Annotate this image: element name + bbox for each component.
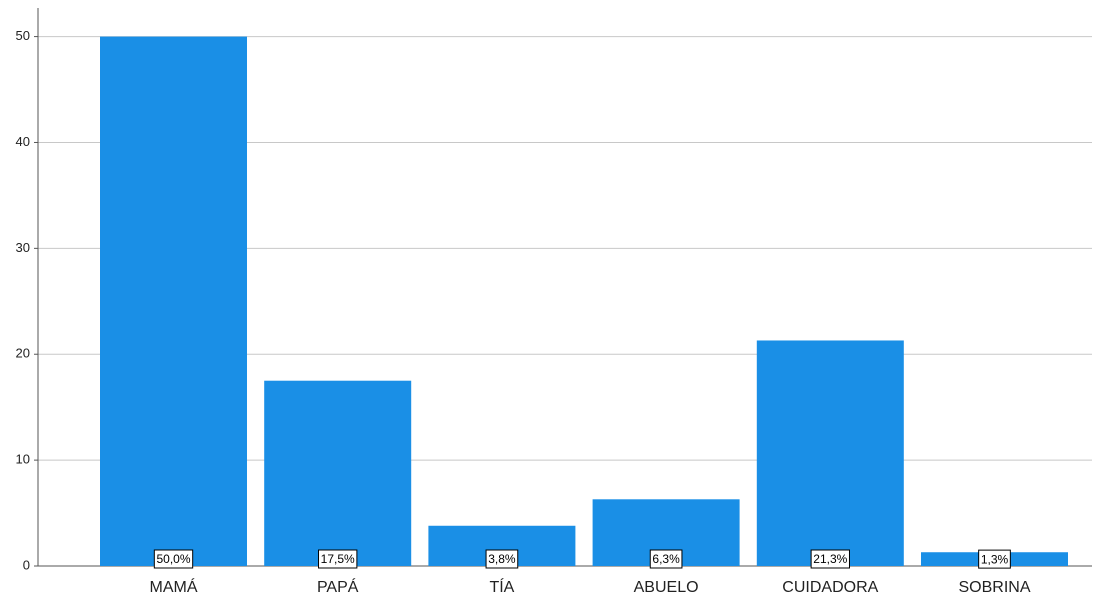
value-label-box [810, 549, 850, 569]
x-tick-label: ABUELO [634, 579, 699, 596]
value-label: 1,3% [981, 552, 1009, 566]
bar [264, 380, 412, 566]
x-tick-label: TÍA [489, 577, 514, 596]
y-tick-label: 50 [16, 28, 30, 43]
x-tick-label: MAMÁ [150, 577, 198, 596]
bar [100, 36, 247, 566]
value-label-box [485, 549, 519, 569]
y-tick-label: 0 [23, 557, 30, 572]
x-tick-label: CUIDADORA [782, 579, 878, 596]
value-label: 6,3% [652, 552, 680, 566]
y-tick-label: 20 [16, 346, 30, 361]
x-tick-label: SOBRINA [958, 579, 1030, 596]
value-label: 3,8% [488, 552, 516, 566]
value-label-box [978, 549, 1011, 569]
bar [756, 340, 904, 566]
value-label-box [318, 549, 358, 569]
x-tick-label: PAPÁ [317, 577, 359, 596]
value-label-box [153, 549, 194, 569]
y-tick-label: 30 [16, 240, 30, 255]
value-label: 17,5% [321, 552, 355, 566]
value-label-box [649, 549, 683, 569]
y-tick-label: 10 [16, 452, 30, 467]
y-tick-label: 40 [16, 134, 30, 149]
value-label: 21,3% [813, 552, 847, 566]
value-label: 50,0% [156, 552, 190, 566]
